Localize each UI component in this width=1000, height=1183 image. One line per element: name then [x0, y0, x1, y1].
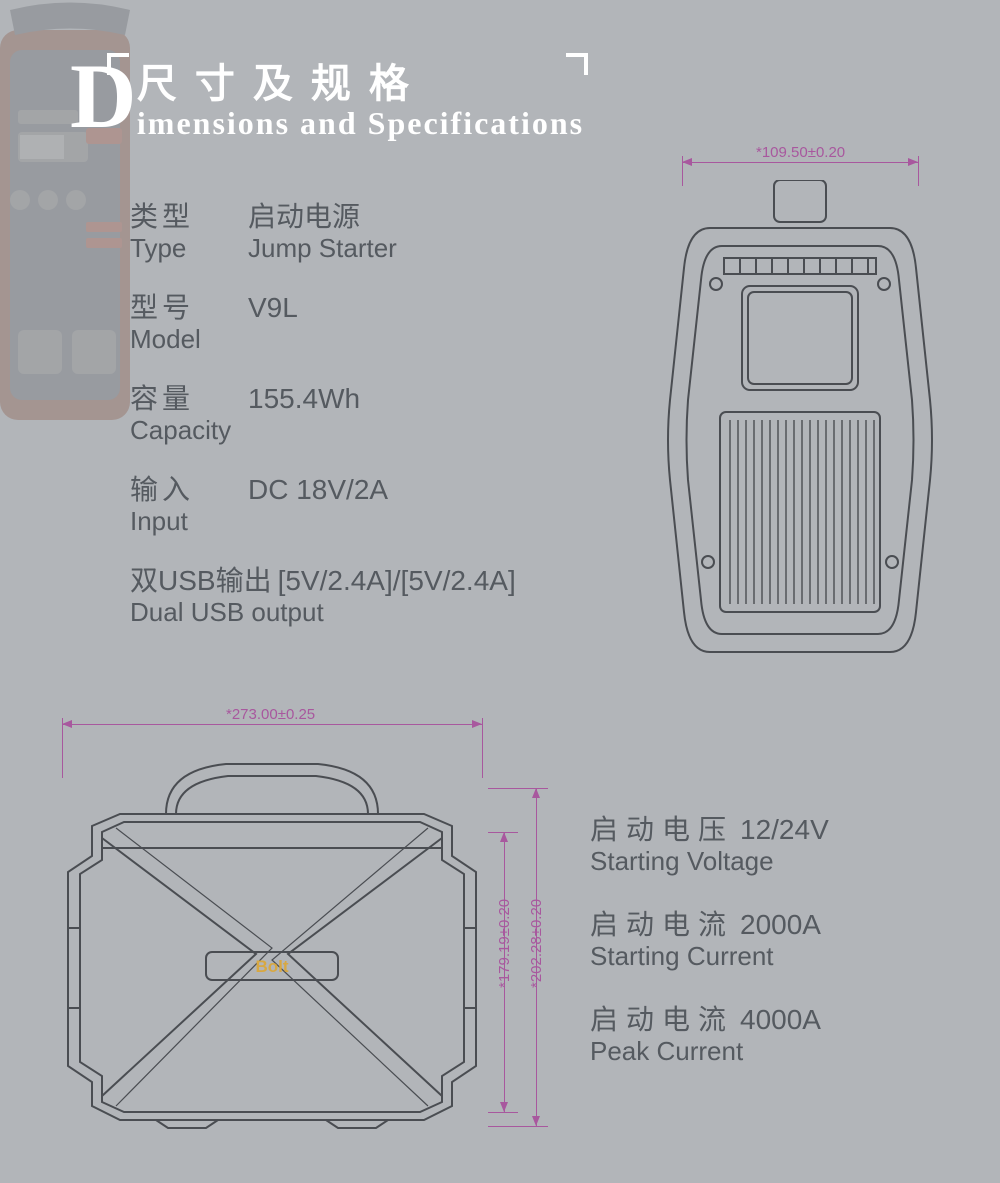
specs-left-block: 类型启动电源 TypeJump Starter 型号V9L Model 容量15… [130, 195, 610, 650]
dim-front-width: *273.00±0.25 [226, 706, 315, 723]
dim-front-height1: *179.19±0.20 [496, 899, 513, 988]
spec-row: 类型启动电源 TypeJump Starter [130, 195, 610, 264]
page-header: D 尺寸及规格 imensions and Specifications [70, 50, 584, 142]
specs-right-block: 启动电压12/24V Starting Voltage 启动电流2000A St… [590, 808, 980, 1093]
spec-row: 启动电流4000A Peak Current [590, 998, 980, 1067]
front-view-diagram: *273.00±0.25 *179.19±0.20 *202.28±0.20 [56, 728, 556, 1158]
spec-row: 启动电压12/24V Starting Voltage [590, 808, 980, 877]
bracket-left-icon [107, 53, 129, 75]
header-cn-title: 尺寸及规格 [137, 51, 584, 109]
spec-row: 启动电流2000A Starting Current [590, 903, 980, 972]
spec-row: 容量155.4Wh Capacity [130, 377, 610, 446]
spec-row: 输入DC 18V/2A Input [130, 468, 610, 537]
top-view-diagram: *109.50±0.20 [656, 180, 944, 700]
dim-top-width: *109.50±0.20 [756, 144, 845, 161]
bracket-right-icon [566, 53, 588, 75]
spec-row: 双USB输出[5V/2.4A]/[5V/2.4A] Dual USB outpu… [130, 559, 610, 628]
front-logo-text: Bolt [255, 957, 288, 976]
dim-front-height2: *202.28±0.20 [528, 899, 545, 988]
spec-row: 型号V9L Model [130, 286, 610, 355]
header-en-title: imensions and Specifications [137, 105, 584, 142]
